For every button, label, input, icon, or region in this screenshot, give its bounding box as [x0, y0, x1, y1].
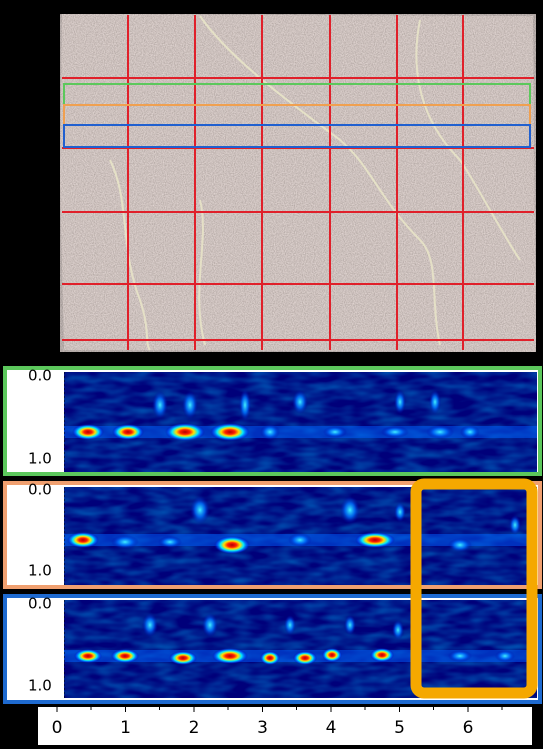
heatmap-blob	[448, 650, 472, 662]
heatmap-blob	[344, 615, 356, 635]
x-axis: 0 1 2 3 4 5 6	[52, 707, 503, 738]
heatmap-blob	[111, 649, 139, 663]
heatmap-blob	[509, 515, 521, 535]
heatmap-blob	[214, 536, 250, 554]
heatmap-blob	[158, 536, 182, 548]
heatmap-blob	[72, 424, 104, 440]
heatmap-blob	[74, 649, 102, 663]
heatmap-blob	[165, 423, 205, 441]
highlight-box	[410, 478, 538, 699]
y-top-label: 0.0	[28, 481, 52, 499]
x-tick-label: 1	[120, 718, 131, 738]
heatmap-blob	[142, 613, 158, 637]
heatmap-blob	[394, 390, 406, 414]
heatmap-blob	[370, 648, 394, 662]
heatmap-blob	[112, 424, 144, 440]
heatmap-blob	[239, 389, 251, 421]
x-tick-label: 3	[257, 718, 268, 738]
heatmap-texture	[64, 600, 537, 698]
heatmap-blob	[293, 651, 317, 665]
heatmap-blob	[426, 425, 454, 439]
heatmap-blob	[495, 650, 515, 662]
y-top-label: 0.0	[28, 367, 52, 385]
heatmap-blob	[394, 502, 406, 522]
heatmap-blob	[67, 532, 99, 548]
x-tick-label: 0	[52, 718, 63, 738]
heatmap-blob	[429, 390, 441, 414]
heatmap-blob	[323, 426, 347, 438]
heatmap-blob	[212, 648, 248, 664]
heatmap-blob	[381, 426, 409, 438]
heatmap-blob	[182, 391, 198, 419]
heatmap-blob	[392, 620, 404, 640]
heatmap-blob	[288, 533, 312, 547]
heatmap-blob	[202, 613, 218, 637]
y-bottom-label: 1.0	[28, 562, 52, 580]
heatmap-blob	[284, 615, 296, 635]
heatmap-blob	[260, 424, 280, 440]
heatmap-blob	[210, 423, 250, 441]
heatmap-blob	[169, 651, 197, 665]
heatmap	[64, 487, 537, 585]
heatmap-blob	[448, 538, 472, 552]
heatmap-blob	[340, 496, 360, 524]
heatmap-blob	[152, 391, 168, 419]
x-tick-label: 2	[189, 718, 200, 738]
heatmap-blob	[322, 648, 342, 662]
heatmap-blob	[460, 425, 480, 439]
specimen-photo	[60, 14, 536, 352]
heatmap	[64, 372, 537, 472]
heatmap-blob	[292, 390, 308, 414]
x-axis-strip	[38, 707, 532, 745]
heatmap	[64, 600, 537, 698]
y-bottom-label: 1.0	[28, 677, 52, 695]
heatmap-blob	[111, 535, 139, 549]
x-tick-label: 4	[326, 718, 337, 738]
heatmap-blob	[260, 651, 280, 665]
heatmap-blob	[190, 496, 210, 524]
heatmap-blob	[355, 532, 395, 548]
x-tick-label: 5	[394, 718, 405, 738]
x-tick-label: 6	[463, 718, 474, 738]
heatmaps	[64, 372, 537, 698]
y-top-label: 0.0	[28, 595, 52, 613]
heatmap-texture	[64, 372, 537, 472]
y-bottom-label: 1.0	[28, 450, 52, 468]
